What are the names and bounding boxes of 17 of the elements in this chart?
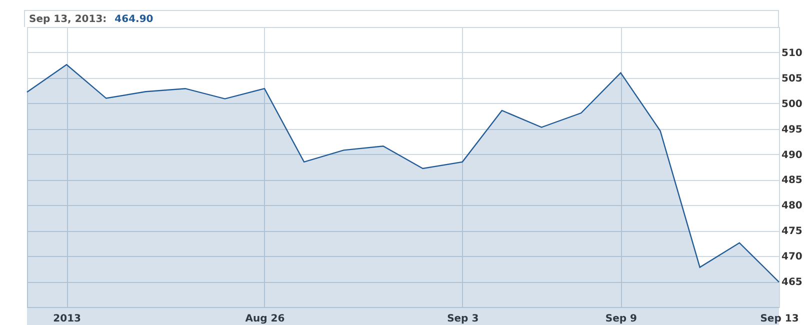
y-tick-label: 510 [782, 48, 802, 59]
y-tick-label: 465 [782, 277, 802, 288]
x-tick-label: Sep 13 [760, 314, 799, 324]
x-tick-label: Aug 26 [245, 314, 285, 324]
y-tick-label: 500 [782, 98, 802, 110]
x-tick-label: Sep 9 [605, 314, 638, 324]
text: 464.90 [114, 14, 154, 25]
y-tick-label: 505 [782, 73, 802, 84]
y-tick-label: 485 [782, 175, 802, 186]
x-tick-label: Sep 3 [447, 314, 479, 324]
y-tick-label: 495 [782, 124, 802, 136]
text: Sep 13, 2013: [29, 14, 107, 25]
y-tick-label: 475 [782, 226, 802, 238]
y-tick-label: 480 [782, 200, 802, 212]
y-tick-label: 470 [782, 252, 802, 263]
y-tick-label: 490 [782, 150, 802, 161]
x-tick-label: 2013 [53, 314, 82, 324]
